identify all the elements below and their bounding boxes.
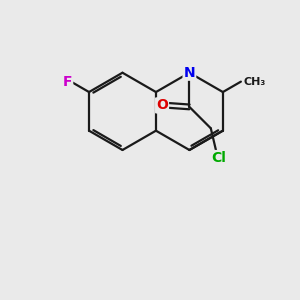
Text: N: N [184, 66, 195, 80]
Text: CH₃: CH₃ [243, 76, 266, 87]
Text: Cl: Cl [211, 151, 226, 165]
Text: F: F [63, 75, 72, 88]
Text: O: O [156, 98, 168, 112]
